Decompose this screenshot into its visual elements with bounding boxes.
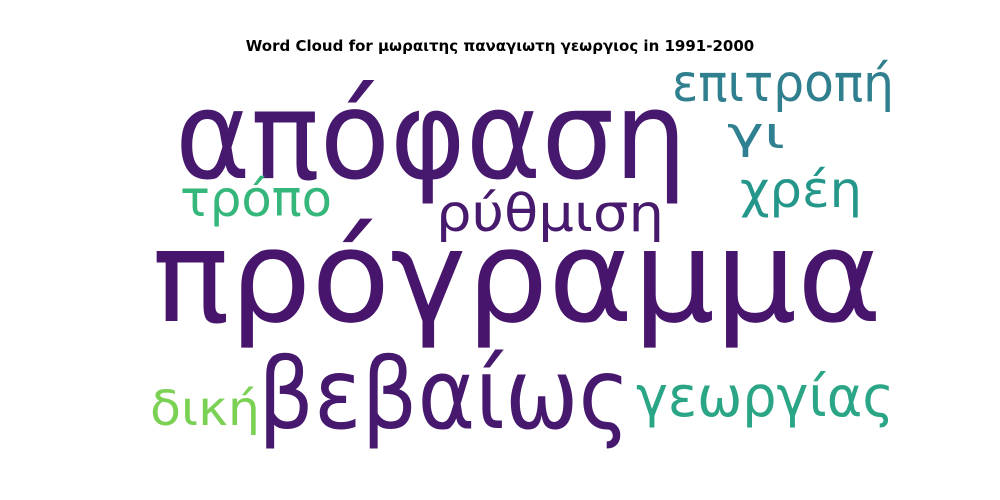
word-5: επιτροπή xyxy=(672,54,894,114)
word-9: γεωργίας xyxy=(636,365,894,430)
word-10: δική xyxy=(150,381,260,437)
word-2: πρόγραμμα xyxy=(152,203,882,352)
chart-title: Word Cloud for μωραιτης παναγιωτη γεωργι… xyxy=(245,37,755,55)
word-4: ρύθμιση xyxy=(436,184,664,244)
word-8: τρόπο xyxy=(180,170,332,228)
word-3: βεβαίως xyxy=(258,338,630,452)
word-7: χρέη xyxy=(740,161,862,219)
word-6: γι xyxy=(727,108,785,159)
word-1: απόφαση xyxy=(175,65,687,207)
